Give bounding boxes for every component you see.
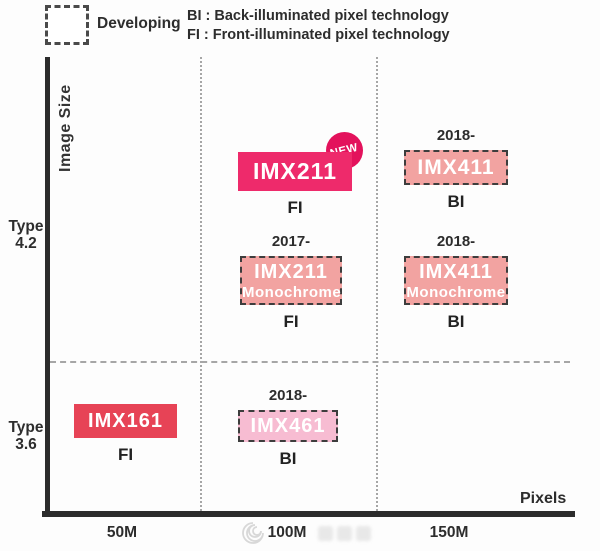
bi-legend-label: BI : Back-illuminated pixel technology xyxy=(187,8,449,24)
sensor-imx411-monochrome: 2018- IMX411 Monochrome BI xyxy=(404,233,508,332)
sensor-name: IMX461 xyxy=(250,415,326,437)
sensor-imx211-monochrome: 2017- IMX211 Monochrome FI xyxy=(240,233,342,332)
illumination-label: BI xyxy=(447,312,465,331)
sensor-name: IMX411 xyxy=(417,156,495,179)
developing-legend-label: Developing xyxy=(97,15,181,32)
gridline-100m xyxy=(200,57,202,511)
sensor-imx461-box: IMX461 xyxy=(238,410,338,442)
sensor-name: IMX211 xyxy=(253,158,337,184)
row-label-line: Type xyxy=(8,419,44,436)
fi-legend-label: FI : Front-illuminated pixel technology xyxy=(187,27,450,43)
sensor-imx211-box: IMX211 xyxy=(238,152,352,191)
sensor-imx461: 2018- IMX461 BI xyxy=(238,387,338,469)
year-label: 2018- xyxy=(436,127,476,144)
y-axis-title: Image Size xyxy=(57,84,74,172)
illumination-label: BI xyxy=(447,192,465,211)
sensor-imx411: 2018- IMX411 BI xyxy=(404,127,508,212)
x-tick-50m: 50M xyxy=(106,524,138,541)
row-label-type-4-2: Type 4.2 xyxy=(4,218,48,252)
year-label: 2018- xyxy=(268,387,308,404)
watermark-glyph xyxy=(318,526,333,541)
x-axis-line xyxy=(42,511,575,517)
illumination-label: FI xyxy=(283,312,299,331)
sensor-name: IMX161 xyxy=(88,410,163,432)
sensor-imx161: IMX161 FI xyxy=(74,404,177,465)
sensor-imx411-monochrome-box: IMX411 Monochrome xyxy=(404,256,508,305)
sensor-imx211: IMX211 NEW FI xyxy=(238,132,363,218)
watermark-glyph xyxy=(356,526,371,541)
x-axis-title: Pixels xyxy=(520,490,567,507)
row-label-line: Type xyxy=(8,218,44,235)
illumination-label: BI xyxy=(279,449,297,468)
sensor-imx161-box: IMX161 xyxy=(74,404,177,438)
sensor-imx411-box: IMX411 xyxy=(404,150,508,185)
row-label-type-3-6: Type 3.6 xyxy=(4,419,48,453)
row-separator-line xyxy=(50,361,570,363)
row-label-line: 3.6 xyxy=(15,436,37,453)
sensor-subname: Monochrome xyxy=(406,284,506,301)
sensor-imx211-monochrome-box: IMX211 Monochrome xyxy=(240,256,342,305)
gridline-150m xyxy=(376,57,378,511)
row-label-line: 4.2 xyxy=(15,235,37,252)
x-tick-150m: 150M xyxy=(429,524,469,541)
illumination-label: FI xyxy=(287,198,303,217)
sensor-name: IMX411 xyxy=(419,261,493,283)
year-label: 2018- xyxy=(436,233,476,250)
sensor-name: IMX211 xyxy=(254,261,328,283)
sensor-subname: Monochrome xyxy=(242,284,342,301)
watermark-glyph xyxy=(337,526,352,541)
developing-legend-swatch xyxy=(45,5,89,45)
y-axis-line xyxy=(45,57,50,517)
x-tick-100m: 100M xyxy=(267,524,307,541)
year-label: 2017- xyxy=(271,233,311,250)
illumination-label: FI xyxy=(117,445,134,464)
